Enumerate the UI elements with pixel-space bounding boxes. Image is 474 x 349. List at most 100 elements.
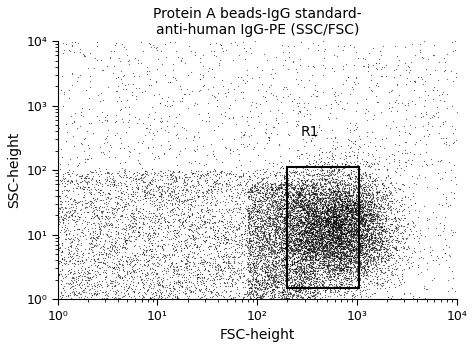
Point (302, 229, 310, 235)
Point (176, 148, 183, 154)
Point (328, 225, 336, 231)
Point (306, 213, 313, 219)
Point (295, 271, 303, 276)
Point (344, 198, 351, 203)
Point (300, 266, 308, 271)
Point (364, 199, 372, 204)
Point (228, 295, 235, 300)
Point (274, 199, 282, 204)
Point (365, 237, 373, 243)
Point (280, 166, 287, 171)
Point (231, 238, 238, 244)
Point (321, 247, 328, 252)
Point (274, 200, 282, 206)
Point (244, 67, 251, 73)
Point (430, 275, 438, 281)
Point (210, 281, 218, 286)
Point (272, 279, 279, 284)
Point (335, 251, 343, 257)
Point (139, 271, 146, 276)
Point (361, 225, 368, 230)
Point (337, 250, 345, 255)
Point (310, 212, 318, 218)
Point (334, 221, 342, 226)
Point (287, 164, 295, 169)
Point (97, 90, 105, 95)
Point (308, 196, 316, 202)
Point (308, 236, 316, 242)
Point (235, 221, 242, 227)
Point (328, 208, 335, 213)
Point (352, 228, 359, 233)
Point (155, 183, 163, 189)
Point (313, 243, 321, 248)
Point (263, 277, 270, 283)
Point (211, 184, 219, 189)
Point (182, 290, 189, 296)
Point (335, 245, 343, 251)
Point (292, 242, 300, 248)
Point (320, 223, 328, 229)
Point (320, 227, 328, 232)
Point (295, 218, 302, 224)
Point (287, 255, 294, 261)
Point (312, 243, 320, 248)
Point (374, 253, 382, 258)
Point (107, 191, 114, 197)
Point (359, 201, 366, 207)
Point (354, 225, 361, 231)
Point (328, 262, 336, 268)
Point (333, 231, 340, 237)
Point (118, 258, 125, 263)
Point (341, 191, 349, 196)
Point (206, 207, 213, 213)
Point (214, 265, 222, 270)
Point (284, 203, 292, 209)
Point (298, 266, 306, 272)
Point (119, 277, 127, 283)
Point (366, 191, 374, 197)
Point (253, 256, 261, 261)
Point (237, 267, 245, 273)
Point (273, 254, 281, 260)
Point (365, 258, 372, 264)
Point (325, 214, 332, 219)
Point (259, 250, 266, 256)
Point (272, 239, 279, 244)
Point (251, 244, 259, 249)
Point (93, 235, 100, 241)
Point (293, 200, 301, 205)
Point (183, 255, 191, 260)
Point (255, 244, 263, 249)
Point (89, 216, 96, 221)
Point (272, 253, 279, 259)
Point (350, 209, 358, 215)
Point (371, 176, 379, 182)
Point (322, 263, 330, 269)
Point (316, 252, 323, 257)
Point (139, 212, 146, 217)
Point (375, 229, 383, 235)
Point (333, 195, 341, 201)
Point (304, 223, 311, 229)
Point (216, 267, 224, 273)
Point (113, 255, 121, 261)
Point (296, 220, 304, 226)
Point (297, 295, 305, 300)
Point (376, 245, 383, 251)
Point (178, 222, 186, 227)
Point (267, 215, 274, 221)
Point (181, 204, 188, 209)
Point (305, 253, 313, 259)
Point (246, 277, 254, 283)
Point (189, 170, 196, 176)
Point (289, 169, 296, 175)
Point (308, 248, 315, 253)
Point (376, 281, 383, 287)
Point (76, 285, 83, 290)
Point (305, 277, 313, 282)
Point (253, 248, 261, 254)
Point (362, 213, 369, 218)
Point (317, 240, 325, 246)
Point (252, 266, 259, 271)
